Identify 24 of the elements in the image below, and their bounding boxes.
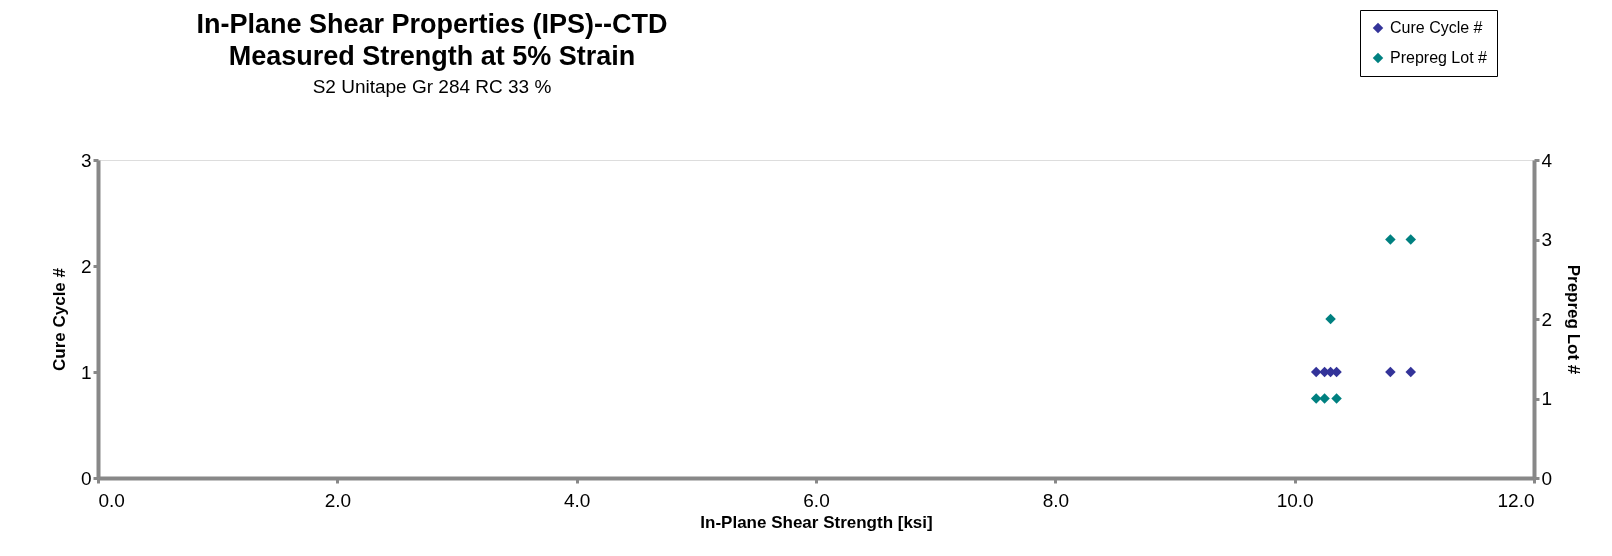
y-tick-label: 1 [80, 361, 92, 383]
y-tick-label: 2 [80, 255, 92, 277]
x-tick-label: 6.0 [803, 489, 830, 511]
y-axis-title: Cure Cycle # [49, 267, 69, 371]
chart-subtitle: S2 Unitape Gr 284 RC 33 % [312, 76, 552, 97]
x-tick-label: 4.0 [563, 489, 591, 511]
y-tick-label: 0 [80, 467, 92, 489]
x-tick-label: 2.0 [324, 489, 352, 511]
x-axis-title: In-Plane Shear Strength [ksi] [700, 512, 933, 532]
legend-label: Cure Cycle # [1390, 19, 1483, 36]
x-tick-label: 10.0 [1276, 489, 1314, 511]
y-tick-label: 3 [80, 149, 92, 171]
legend-label: Prepreg Lot # [1390, 49, 1488, 66]
y2-tick-label: 3 [1541, 229, 1553, 250]
y2-tick-label: 0 [1541, 467, 1553, 489]
x-tick-label: 8.0 [1042, 489, 1070, 511]
y2-tick-label: 2 [1541, 308, 1553, 330]
x-tick-label: 12.0 [1497, 489, 1535, 511]
x-tick-label: 0.0 [98, 489, 125, 511]
text: Measured Strength at 5% Strain [228, 41, 636, 71]
y2-axis-title: Prepreg Lot # [1564, 264, 1584, 375]
text: In-Plane Shear Properties (IPS)--CTD [196, 9, 668, 39]
y2-tick-label: 1 [1541, 388, 1553, 409]
y2-tick-label: 4 [1541, 149, 1553, 171]
